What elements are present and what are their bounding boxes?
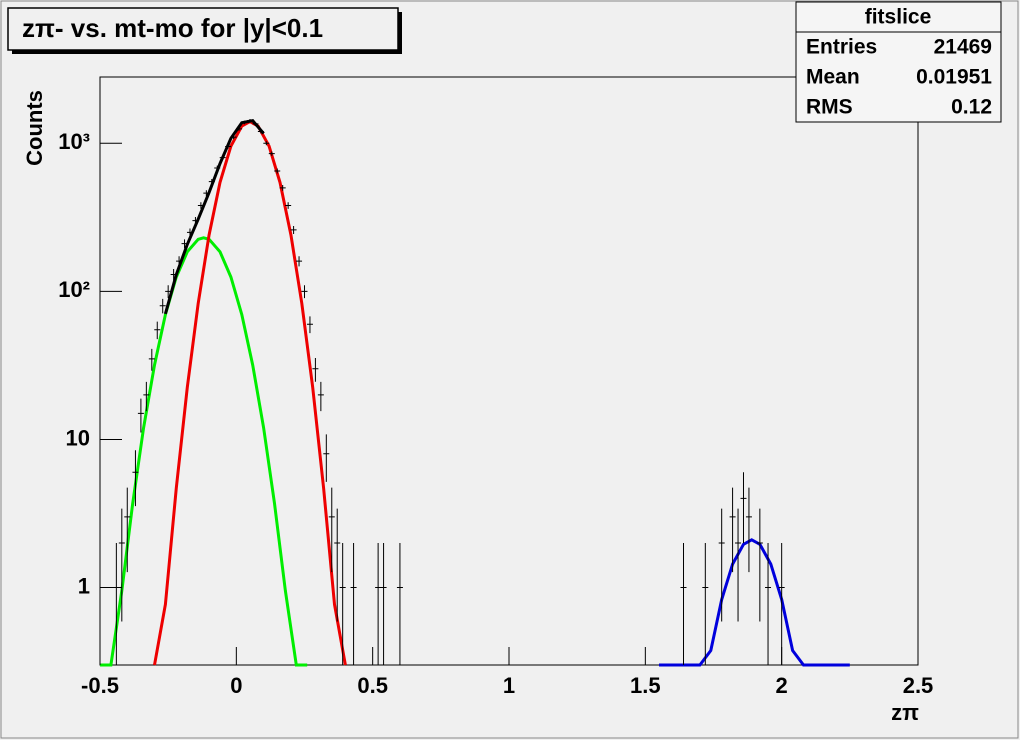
data-point <box>132 450 139 507</box>
data-point <box>143 381 150 412</box>
data-point <box>745 487 752 573</box>
data-point <box>263 141 270 146</box>
y-tick-label: 10³ <box>58 129 90 154</box>
stats-label: RMS <box>806 96 853 119</box>
data-point <box>306 316 313 334</box>
data-point <box>154 321 161 340</box>
data-point <box>296 256 303 267</box>
data-point <box>317 381 324 412</box>
data-point <box>680 542 687 665</box>
data-point <box>765 542 772 665</box>
x-tick-label: -0.5 <box>81 673 119 698</box>
data-point <box>148 348 155 371</box>
data-point <box>290 226 297 234</box>
data-point <box>208 178 215 185</box>
data-point <box>137 398 144 433</box>
fit-curve <box>100 236 308 667</box>
data-point <box>236 127 243 131</box>
data-point <box>339 542 346 665</box>
y-axis-label: Counts <box>22 90 47 166</box>
data-point <box>219 155 226 160</box>
data-point <box>197 202 204 209</box>
y-tick-label: 10² <box>58 277 90 302</box>
fit-curve <box>163 118 265 315</box>
data-point <box>170 269 177 281</box>
data-point <box>729 487 736 573</box>
data-point <box>735 508 742 622</box>
data-point <box>176 256 183 267</box>
data-point <box>192 217 199 225</box>
data-point <box>702 542 709 665</box>
y-tick-label: 10 <box>66 425 90 450</box>
x-tick-label: 0 <box>230 673 242 698</box>
x-tick-label: 1.5 <box>630 673 661 698</box>
x-axis-label: zπ <box>891 700 919 725</box>
data-point <box>350 542 357 665</box>
data-point <box>312 357 319 382</box>
data-point <box>334 508 341 622</box>
data-point <box>203 190 210 197</box>
data-point <box>257 129 264 134</box>
data-point <box>323 434 330 482</box>
data-point <box>718 508 725 622</box>
data-point <box>274 168 281 174</box>
data-point <box>778 542 785 665</box>
data-point <box>165 285 172 299</box>
data-point <box>740 472 747 543</box>
stats-value: 21469 <box>934 36 992 59</box>
x-tick-label: 1 <box>503 673 515 698</box>
data-point <box>285 202 292 209</box>
stats-label: Entries <box>806 36 877 59</box>
stats-value: 0.01951 <box>916 66 992 89</box>
x-tick-label: 2.5 <box>903 673 934 698</box>
stats-title: fitslice <box>865 6 932 29</box>
data-point <box>268 151 275 156</box>
data-point <box>241 120 248 125</box>
chart-title: zπ- vs. mt-mo for |y|<0.1 <box>22 13 323 43</box>
data-point <box>396 542 403 665</box>
x-tick-label: 0.5 <box>357 673 388 698</box>
stats-label: Mean <box>806 66 860 89</box>
stats-value: 0.12 <box>951 96 992 119</box>
fit-curve <box>659 538 850 667</box>
data-point <box>230 135 237 140</box>
stats-frame <box>795 1 1002 123</box>
data-point <box>246 118 253 123</box>
data-point <box>225 144 232 149</box>
plot-frame <box>99 76 919 666</box>
x-tick-label: 2 <box>776 673 788 698</box>
data-point <box>124 487 131 573</box>
title-box <box>7 7 399 51</box>
data-point <box>118 508 125 622</box>
data-point <box>252 122 259 126</box>
data-point <box>186 228 193 237</box>
stats-box: fitslice Entries 21469 Mean 0.01951 RMS 0.12 <box>795 1 1002 123</box>
data-point <box>159 298 166 314</box>
data-point <box>756 508 763 622</box>
data-point <box>375 542 382 665</box>
y-tick-label: 1 <box>78 573 90 598</box>
data-point <box>279 185 286 191</box>
data-point <box>301 285 308 299</box>
data-point <box>380 542 387 665</box>
data-point <box>328 487 335 573</box>
data-point <box>214 165 221 171</box>
data-point <box>181 239 188 249</box>
